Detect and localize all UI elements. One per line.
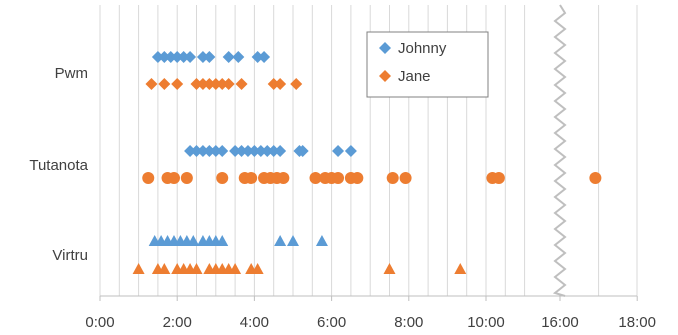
data-point (145, 78, 158, 90)
data-point (248, 145, 261, 157)
data-point (187, 235, 200, 246)
data-point (383, 263, 396, 274)
data-point (332, 145, 345, 157)
data-point (274, 145, 287, 157)
data-point (222, 78, 235, 90)
data-point (290, 78, 303, 90)
data-point (274, 78, 287, 90)
data-point (167, 172, 180, 184)
data-point (492, 172, 505, 184)
data-point (190, 263, 203, 274)
data-point (216, 78, 229, 90)
data-point (203, 78, 216, 90)
category-label: Tutanota (29, 157, 88, 174)
data-point (158, 263, 171, 274)
data-point (196, 78, 209, 90)
data-point (251, 263, 264, 274)
legend: Johnny Jane (366, 31, 489, 98)
data-point (261, 145, 274, 157)
x-tick-label: 0:00 (85, 314, 114, 331)
data-point (296, 145, 309, 157)
legend-label: Jane (398, 68, 431, 85)
category-label: Virtru (52, 247, 88, 264)
data-point (158, 78, 171, 90)
x-tick-label: 2:00 (163, 314, 192, 331)
data-point (184, 51, 197, 63)
legend-label: Johnny (398, 40, 447, 57)
x-axis (99, 295, 638, 301)
data-point (315, 235, 328, 246)
axis-break (552, 4, 567, 297)
data-point (216, 235, 229, 246)
data-point (309, 172, 322, 184)
data-point (196, 51, 209, 63)
x-tick-label: 6:00 (317, 314, 346, 331)
category-label: Pwm (55, 65, 88, 82)
data-point (229, 145, 242, 157)
x-tick-label: 10:00 (467, 314, 505, 331)
data-point (258, 51, 271, 63)
data-point (454, 263, 467, 274)
data-point (274, 235, 287, 246)
data-point (151, 51, 164, 63)
data-point (158, 51, 171, 63)
legend-marker (379, 70, 391, 82)
data-point (241, 145, 254, 157)
data-point (164, 51, 177, 63)
data-point (203, 51, 216, 63)
data-point (267, 145, 280, 157)
data-point (229, 263, 242, 274)
data-point (232, 51, 245, 63)
data-point (209, 78, 222, 90)
data-point (190, 78, 203, 90)
data-point (184, 145, 197, 157)
data-point (190, 145, 203, 157)
data-point (245, 172, 258, 184)
x-tick-label: 16:00 (541, 314, 579, 331)
data-point (171, 51, 184, 63)
legend-box (366, 31, 489, 98)
data-point (216, 145, 229, 157)
data-point (251, 51, 264, 63)
data-point (287, 235, 299, 246)
data-point (589, 172, 602, 184)
data-point (399, 172, 412, 184)
data-point (386, 172, 399, 184)
data-point (171, 78, 184, 90)
data-point (196, 145, 209, 157)
data-point (177, 51, 190, 63)
data-point (351, 172, 364, 184)
data-point (142, 172, 155, 184)
category-labels: Pwm Tutanota Virtru (29, 65, 88, 264)
data-points (132, 51, 602, 274)
data-point (235, 78, 248, 90)
data-point (254, 145, 267, 157)
data-point (203, 145, 216, 157)
data-point (180, 172, 193, 184)
x-tick-label: 4:00 (240, 314, 269, 331)
data-point (332, 172, 345, 184)
axis-break-zigzag (552, 4, 567, 297)
x-tick-label: 18:00 (618, 314, 656, 331)
data-point (344, 145, 357, 157)
x-tick-labels: 0:00 2:00 4:00 6:00 8:00 10:00 16:00 18:00 (85, 314, 656, 331)
data-point (277, 172, 290, 184)
data-point (267, 78, 280, 90)
data-point (222, 51, 235, 63)
x-tick-label: 8:00 (394, 314, 423, 331)
legend-marker (379, 42, 391, 54)
data-point (235, 145, 248, 157)
data-point (132, 263, 145, 274)
data-point (216, 172, 229, 184)
data-point (209, 145, 222, 157)
